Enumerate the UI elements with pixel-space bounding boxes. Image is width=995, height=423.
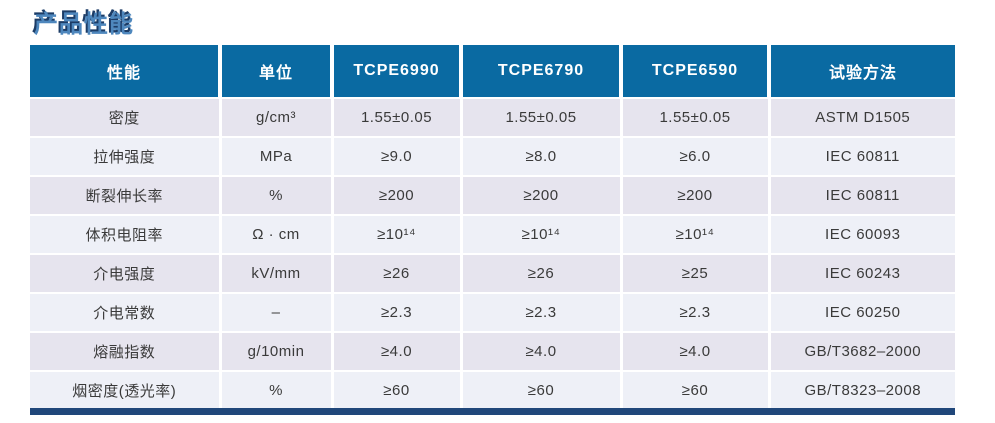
property-cell: 密度 (30, 97, 222, 137)
test-method-cell: IEC 60093 (769, 214, 955, 254)
header-row: 性能 单位 TCPE6990 TCPE6790 TCPE6590 试验方法 (30, 45, 955, 98)
table-row: 熔融指数 g/10min ≥4.0 ≥4.0 ≥4.0 GB/T3682–2000 (30, 331, 955, 371)
spec-table-header: 性能 单位 TCPE6990 TCPE6790 TCPE6590 试验方法 (30, 45, 955, 98)
value-cell: ≥4.0 (621, 331, 771, 371)
value-cell: ≥6.0 (621, 136, 771, 176)
test-method-cell: GB/T3682–2000 (769, 331, 955, 371)
value-cell: ≥25 (621, 253, 771, 293)
value-cell: ≥8.0 (461, 136, 623, 176)
table-row: 烟密度(透光率)% ≥60 ≥60 ≥60 GB/T8323–2008 (30, 370, 955, 409)
value-cell: ≥60 (461, 370, 623, 409)
table-row: 介电强度 kV/mm ≥26 ≥26 ≥25 IEC 60243 (30, 253, 955, 293)
value-cell: g/cm³ (220, 97, 334, 137)
table-row: 断裂伸长率% ≥200 ≥200 ≥200 IEC 60811 (30, 175, 955, 215)
property-cell: 熔融指数 (30, 331, 222, 371)
product-spec-table: 性能 单位 TCPE6990 TCPE6790 TCPE6590 试验方法 密度… (30, 45, 955, 409)
table-footer-bar (30, 408, 955, 415)
column-header-test-method: 试验方法 (769, 45, 955, 98)
value-cell: kV/mm (220, 253, 334, 293)
test-method-cell: IEC 60811 (769, 136, 955, 176)
test-method-cell: IEC 60250 (769, 292, 955, 332)
value-cell: 1.55±0.05 (332, 97, 463, 137)
value-cell: 1.55±0.05 (461, 97, 623, 137)
column-header-tcpe6590: TCPE6590 (621, 45, 771, 98)
value-cell: ≥10¹⁴ (461, 214, 623, 254)
test-method-cell: IEC 60243 (769, 253, 955, 293)
value-cell: MPa (220, 136, 334, 176)
value-cell: ≥200 (461, 175, 623, 215)
value-cell: ≥60 (332, 370, 463, 409)
table-row: 介电常数 – ≥2.3 ≥2.3 ≥2.3 IEC 60250 (30, 292, 955, 332)
test-method-cell: GB/T8323–2008 (769, 370, 955, 409)
value-cell: ≥60 (621, 370, 771, 409)
column-header-tcpe6790: TCPE6790 (461, 45, 623, 98)
value-cell: % (220, 175, 334, 215)
table-row: 拉伸强度 MPa ≥9.0 ≥8.0 ≥6.0 IEC 60811 (30, 136, 955, 176)
value-cell: Ω · cm (220, 214, 334, 254)
value-cell: g/10min (220, 331, 334, 371)
table-row: 体积电阻率 Ω · cm ≥10¹⁴ ≥10¹⁴ ≥10¹⁴ IEC 60093 (30, 214, 955, 254)
value-cell: ≥10¹⁴ (332, 214, 463, 254)
value-cell: ≥9.0 (332, 136, 463, 176)
property-cell: 介电强度 (30, 253, 222, 293)
test-method-cell: IEC 60811 (769, 175, 955, 215)
value-cell: ≥26 (461, 253, 623, 293)
column-header-unit: 单位 (220, 45, 334, 98)
value-cell: ≥2.3 (621, 292, 771, 332)
test-method-cell: ASTM D1505 (769, 97, 955, 137)
value-cell: ≥10¹⁴ (621, 214, 771, 254)
table-row: 密度 g/cm³ 1.55±0.05 1.55±0.05 1.55±0.05 ASTM D… (30, 97, 955, 137)
column-header-tcpe6990: TCPE6990 (332, 45, 463, 98)
value-cell: % (220, 370, 334, 409)
value-cell: ≥4.0 (332, 331, 463, 371)
value-cell: ≥2.3 (332, 292, 463, 332)
property-cell: 拉伸强度 (30, 136, 222, 176)
value-cell: ≥200 (332, 175, 463, 215)
property-cell: 介电常数 (30, 292, 222, 332)
spec-table-body: 密度 g/cm³ 1.55±0.05 1.55±0.05 1.55±0.05 ASTM D… (30, 97, 955, 409)
property-cell: 断裂伸长率 (30, 175, 222, 215)
page-title: 产品性能 (34, 11, 134, 38)
value-cell: ≥2.3 (461, 292, 623, 332)
property-cell: 体积电阻率 (30, 214, 222, 254)
value-cell: – (220, 292, 334, 332)
column-header-property: 性能 (30, 45, 222, 98)
value-cell: ≥26 (332, 253, 463, 293)
value-cell: 1.55±0.05 (621, 97, 771, 137)
property-cell: 烟密度(透光率) (30, 370, 222, 409)
value-cell: ≥4.0 (461, 331, 623, 371)
value-cell: ≥200 (621, 175, 771, 215)
